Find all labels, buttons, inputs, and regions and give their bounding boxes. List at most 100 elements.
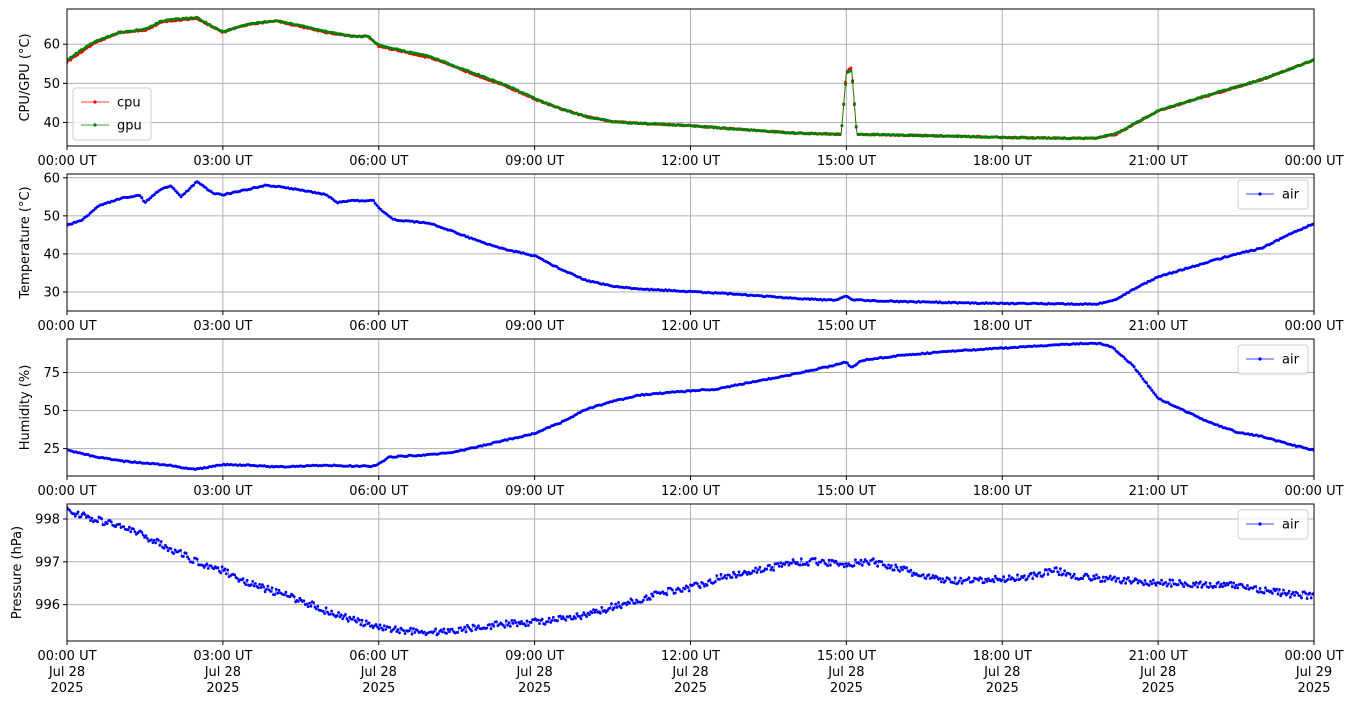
data-point (165, 545, 169, 549)
data-point (1150, 582, 1154, 586)
data-point (849, 66, 853, 70)
data-point (204, 186, 208, 190)
y-tick-label: 30 (43, 285, 60, 300)
data-point (860, 563, 864, 567)
data-point (1016, 573, 1019, 577)
data-point (283, 593, 286, 597)
data-point (202, 566, 206, 569)
data-point (705, 584, 709, 587)
data-point (957, 579, 961, 583)
data-point (146, 537, 149, 540)
data-point (1023, 574, 1026, 577)
data-point (560, 617, 563, 621)
data-point (665, 593, 669, 597)
y-tick-label: 50 (43, 209, 60, 224)
data-point (381, 628, 385, 632)
data-point (1092, 574, 1096, 578)
series-air (67, 341, 1314, 471)
data-point (1218, 585, 1222, 589)
data-point (625, 603, 629, 607)
data-point (1258, 587, 1262, 590)
data-point (898, 569, 902, 573)
data-point (370, 624, 374, 628)
data-point (212, 567, 216, 571)
data-point (262, 585, 266, 589)
data-point (744, 571, 748, 574)
legend-frame (1237, 179, 1309, 210)
x-tick-year-label: 2025 (206, 681, 239, 696)
data-point (363, 623, 367, 627)
data-point (1136, 370, 1140, 374)
y-tick-label: 40 (43, 116, 60, 131)
data-point (223, 567, 227, 571)
x-tick-label: 03:00 UT (193, 154, 252, 169)
y-tick-label: 50 (43, 77, 60, 92)
data-point (571, 617, 575, 621)
data-point (1171, 578, 1175, 582)
data-point (273, 593, 277, 596)
data-point (769, 568, 773, 572)
data-point (549, 621, 552, 624)
data-point (888, 566, 892, 570)
data-point (133, 530, 137, 534)
data-point (1136, 581, 1140, 585)
data-point (355, 620, 358, 624)
data-point (791, 558, 795, 562)
x-tick-label: 00:00 UT (37, 649, 96, 664)
data-point (1164, 581, 1168, 584)
data-point (804, 563, 807, 566)
data-point (236, 577, 239, 580)
data-point (1204, 581, 1208, 584)
data-point (1226, 583, 1230, 587)
data-point (140, 530, 144, 534)
data-point (367, 621, 371, 625)
data-point (335, 614, 339, 618)
data-point (409, 626, 412, 630)
y-axis-label: Temperature (°C) (18, 186, 33, 299)
data-point (899, 565, 903, 569)
legend-label: cpu (117, 96, 141, 111)
data-point (129, 530, 133, 534)
data-point (87, 515, 91, 519)
data-point (1038, 571, 1042, 574)
data-point (79, 515, 83, 519)
data-point (827, 558, 831, 562)
data-point (269, 590, 273, 593)
data-point (644, 594, 648, 598)
data-point (315, 607, 318, 611)
data-point (1230, 585, 1234, 589)
data-point (1181, 582, 1184, 586)
data-point (81, 217, 85, 221)
data-point (1232, 581, 1235, 585)
data-point (1121, 355, 1125, 359)
data-point (261, 583, 264, 587)
data-point (191, 561, 195, 564)
data-point (561, 615, 565, 619)
data-point (1108, 574, 1112, 578)
data-point (1063, 569, 1066, 573)
data-point (72, 53, 76, 57)
data-point (1132, 579, 1136, 583)
data-point (358, 618, 361, 622)
x-tick-label: 00:00 UT (1284, 319, 1343, 334)
data-point (477, 624, 480, 628)
data-point (103, 523, 106, 527)
data-point (733, 572, 737, 576)
data-point (122, 525, 126, 528)
data-point (1167, 582, 1170, 586)
data-point (780, 565, 784, 568)
data-point (1271, 591, 1274, 595)
data-point (829, 563, 832, 567)
data-point (1222, 581, 1226, 585)
data-point (1254, 585, 1258, 588)
data-point (441, 630, 444, 634)
data-point (475, 626, 479, 630)
data-point (527, 624, 530, 627)
data-point (379, 207, 382, 211)
plot-area (67, 15, 1314, 141)
data-point (1032, 571, 1036, 575)
data-point (777, 564, 781, 568)
data-point (1264, 586, 1267, 590)
data-point (757, 568, 760, 572)
